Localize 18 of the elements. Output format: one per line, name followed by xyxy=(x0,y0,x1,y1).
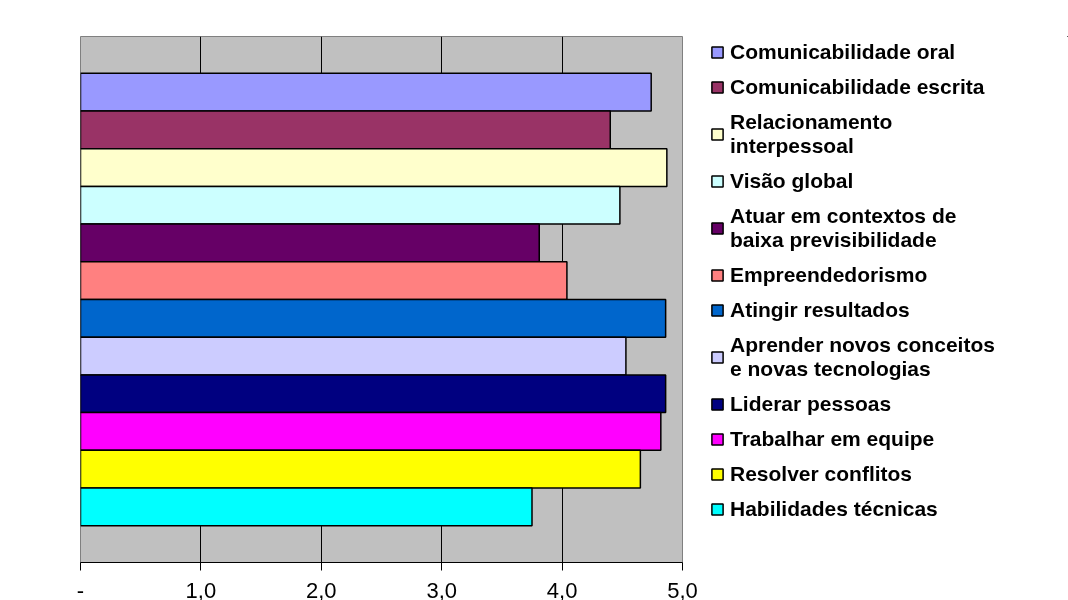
legend-label: Comunicabilidade escrita xyxy=(730,75,985,99)
legend-label: Resolver conflitos xyxy=(730,462,913,486)
legend-label: Atuar em contextos de baixa previsibilidade xyxy=(730,204,957,252)
x-tick-label: 1,0 xyxy=(185,577,217,600)
x-tick-label: 4,0 xyxy=(546,577,578,600)
legend-label: Comunicabilidade oral xyxy=(730,40,956,64)
x-tick-label: 5,0 xyxy=(667,577,698,600)
legend-label: Visão global xyxy=(730,169,854,193)
legend-label: Relacionamento interpessoal xyxy=(730,110,893,158)
legend-label: Aprender novos conceitos e novas tecnologias xyxy=(730,333,995,381)
legend-label: Liderar pessoas xyxy=(730,392,892,416)
legend-label: Atingir resultados xyxy=(730,298,910,322)
x-tick-label: - xyxy=(76,577,85,600)
legend-label: Empreendedorismo xyxy=(730,263,928,287)
x-tick-label: 3,0 xyxy=(426,577,457,600)
legend-label: Habilidades técnicas xyxy=(730,497,938,521)
x-tick-label: 2,0 xyxy=(306,577,337,600)
legend-label: Trabalhar em equipe xyxy=(730,427,935,451)
